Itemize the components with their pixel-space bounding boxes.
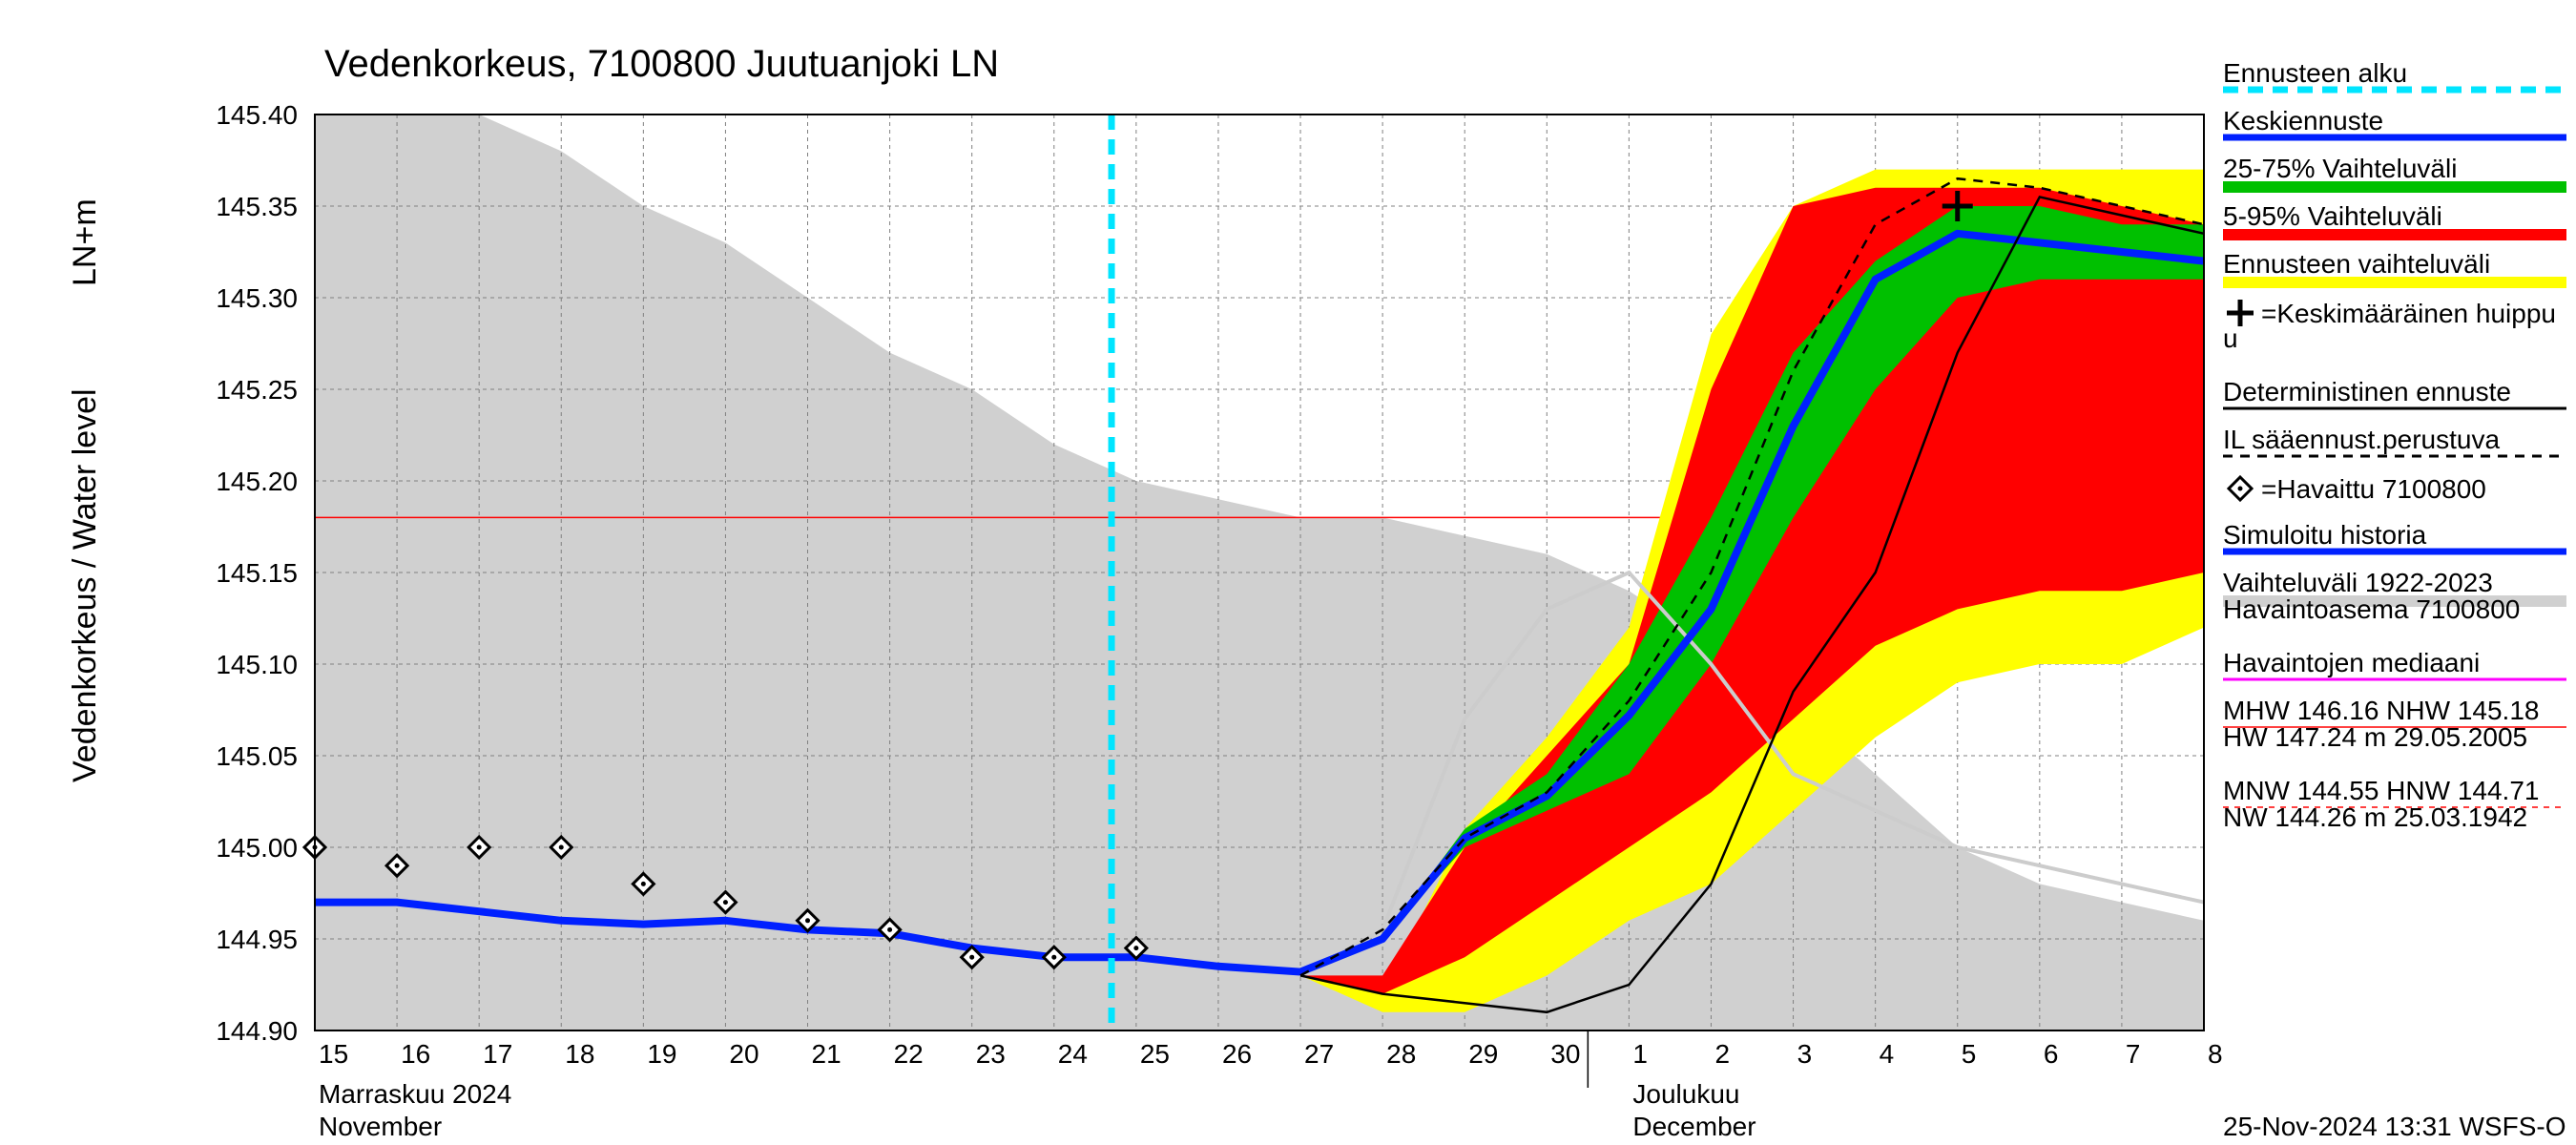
month2-top: Joulukuu — [1632, 1079, 1739, 1109]
xtick-label: 2 — [1714, 1039, 1730, 1069]
observed-marker-dot — [559, 845, 564, 850]
legend-label: 25-75% Vaihteluväli — [2223, 154, 2457, 183]
xtick-label: 4 — [1880, 1039, 1895, 1069]
xtick-label: 30 — [1550, 1039, 1580, 1069]
yaxis-label-upper: LN+m — [67, 198, 103, 286]
yaxis-label-lower: Vedenkorkeus / Water level — [67, 388, 103, 782]
xtick-label: 19 — [647, 1039, 676, 1069]
month1-top: Marraskuu 2024 — [319, 1079, 511, 1109]
xtick-label: 1 — [1632, 1039, 1648, 1069]
legend-label: Vaihteluväli 1922-2023 — [2223, 568, 2493, 597]
chart-title: Vedenkorkeus, 7100800 Juutuanjoki LN — [324, 43, 999, 85]
xtick-label: 24 — [1058, 1039, 1088, 1069]
legend-sub: NW 144.26 m 25.03.1942 — [2223, 802, 2527, 832]
ytick-label: 145.35 — [216, 192, 298, 221]
month1-bot: November — [319, 1112, 442, 1141]
xtick-label: 28 — [1386, 1039, 1416, 1069]
xtick-label: 29 — [1468, 1039, 1498, 1069]
ytick-label: 145.10 — [216, 650, 298, 679]
month2-bot: December — [1632, 1112, 1755, 1141]
ytick-label: 145.20 — [216, 467, 298, 496]
legend-label: IL sääennust.perustuva — [2223, 425, 2500, 454]
legend-label: Ennusteen alku — [2223, 58, 2407, 88]
observed-marker-dot — [969, 955, 974, 960]
legend-diamond-dot — [2238, 487, 2243, 491]
observed-marker-dot — [723, 900, 728, 905]
legend-label: MHW 146.16 NHW 145.18 — [2223, 696, 2539, 725]
ytick-label: 145.30 — [216, 283, 298, 313]
ytick-label: 145.15 — [216, 558, 298, 588]
observed-marker-dot — [887, 927, 892, 932]
xtick-label: 18 — [565, 1039, 594, 1069]
ytick-label: 145.05 — [216, 741, 298, 771]
xtick-label: 22 — [894, 1039, 924, 1069]
xtick-label: 8 — [2208, 1039, 2223, 1069]
legend-label-wrap: u — [2223, 323, 2238, 353]
legend-label: Keskiennuste — [2223, 106, 2383, 135]
xtick-label: 7 — [2126, 1039, 2141, 1069]
xtick-label: 25 — [1140, 1039, 1170, 1069]
legend-label: 5-95% Vaihteluväli — [2223, 201, 2442, 231]
xtick-label: 16 — [401, 1039, 430, 1069]
ytick-label: 144.90 — [216, 1016, 298, 1046]
legend-label: =Havaittu 7100800 — [2261, 474, 2486, 504]
ytick-label: 145.40 — [216, 100, 298, 130]
legend-label: MNW 144.55 HNW 144.71 — [2223, 776, 2539, 805]
xtick-label: 27 — [1304, 1039, 1334, 1069]
xtick-label: 21 — [812, 1039, 841, 1069]
xtick-label: 3 — [1797, 1039, 1813, 1069]
observed-marker-dot — [641, 882, 646, 886]
observed-marker-dot — [395, 864, 400, 868]
legend-label: =Keskimääräinen huippu — [2261, 299, 2556, 328]
ytick-label: 144.95 — [216, 925, 298, 954]
legend-label: Havaintojen mediaani — [2223, 648, 2480, 677]
legend-label: Ennusteen vaihteluväli — [2223, 249, 2490, 279]
xtick-label: 23 — [976, 1039, 1006, 1069]
xtick-label: 15 — [319, 1039, 348, 1069]
xtick-label: 20 — [729, 1039, 758, 1069]
xtick-label: 6 — [2044, 1039, 2059, 1069]
xtick-label: 5 — [1962, 1039, 1977, 1069]
observed-marker-dot — [1051, 955, 1056, 960]
observed-marker-dot — [805, 918, 810, 923]
legend-label: Deterministinen ennuste — [2223, 377, 2511, 406]
legend-sub: Havaintoasema 7100800 — [2223, 594, 2520, 624]
legend-label: Simuloitu historia — [2223, 520, 2427, 550]
observed-marker-dot — [477, 845, 482, 850]
observed-marker-dot — [1133, 946, 1138, 950]
xtick-label: 17 — [483, 1039, 512, 1069]
footer-timestamp: 25-Nov-2024 13:31 WSFS-O — [2223, 1112, 2566, 1141]
legend-sub: HW 147.24 m 29.05.2005 — [2223, 722, 2527, 752]
ytick-label: 145.25 — [216, 375, 298, 405]
xtick-label: 26 — [1222, 1039, 1252, 1069]
ytick-label: 145.00 — [216, 833, 298, 863]
